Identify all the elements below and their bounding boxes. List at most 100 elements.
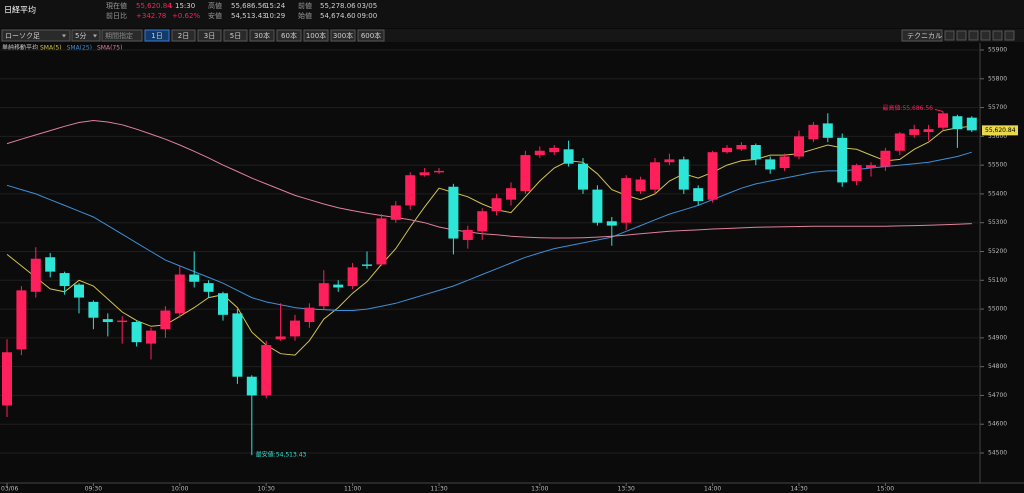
- button-text: 1日: [151, 32, 162, 40]
- button-box: [223, 29, 248, 42]
- candle-body: [866, 165, 876, 169]
- icon[interactable]: [956, 30, 967, 41]
- y-tick-label: 55100: [988, 277, 1007, 284]
- icon[interactable]: [944, 30, 955, 41]
- candle-body: [880, 150, 891, 167]
- y-tick-label: 55300: [988, 219, 1007, 226]
- x-tick-label: 15:00: [877, 486, 894, 493]
- plot-area: [0, 43, 980, 483]
- x-tick-label: 13:30: [618, 486, 635, 493]
- icon[interactable]: [992, 30, 1003, 41]
- y-tick-label: 55700: [988, 104, 1007, 111]
- button-text: テクニカル: [907, 32, 942, 40]
- x-tick-label: 11:30: [430, 486, 447, 493]
- candle-body: [160, 310, 171, 330]
- chart-type-select[interactable]: ローソク足: [1, 29, 71, 42]
- candle-body: [117, 320, 128, 323]
- button-box: [901, 29, 943, 42]
- candle-body: [779, 156, 790, 169]
- low-annotation: 最安値:54,513.43: [256, 451, 307, 459]
- axes: 54500 54600 54700 54800 54900 55000 55100 55200…: [1, 47, 1018, 493]
- candle-body: [592, 189, 603, 223]
- candle-body: [74, 284, 84, 298]
- candle-body: [808, 124, 819, 140]
- candle-body: [909, 129, 920, 135]
- period-button[interactable]: 100本: [303, 29, 329, 42]
- label: 前日比: [106, 11, 127, 20]
- interval-select[interactable]: 5分: [71, 29, 101, 42]
- period-button[interactable]: 1日: [144, 29, 170, 42]
- button-text: 100本: [306, 31, 326, 40]
- tool-icons: [944, 30, 1015, 41]
- button-box: [303, 29, 329, 42]
- candle-body: [707, 152, 718, 200]
- candle-body: [246, 376, 257, 396]
- y-tick-label: 54600: [988, 421, 1007, 428]
- y-tick-label: 54500: [988, 450, 1007, 457]
- candle-body: [822, 123, 833, 138]
- period-button[interactable]: 2日: [171, 29, 196, 42]
- candle-body: [2, 352, 12, 406]
- candle-body: [966, 117, 977, 131]
- candle-body: [837, 137, 848, 183]
- candle-body: [232, 313, 243, 377]
- icon[interactable]: [980, 30, 991, 41]
- candle-body: [664, 159, 675, 163]
- button-text: 60本: [281, 31, 297, 40]
- candle-body: [606, 221, 617, 226]
- time: 09:00: [357, 12, 377, 20]
- candle-body: [218, 293, 228, 315]
- button-text: 600本: [361, 31, 381, 40]
- period-button[interactable]: 5日: [223, 29, 248, 42]
- legend-entry: SMA(5): [40, 45, 62, 52]
- high-connector: [934, 108, 944, 112]
- candle-body: [419, 172, 430, 176]
- x-tick-label: 09:30: [85, 486, 102, 493]
- title: 日経平均: [4, 5, 36, 15]
- candle-body: [678, 159, 689, 190]
- button-text: 2日: [178, 32, 189, 40]
- value: 54,674.60: [320, 12, 356, 20]
- y-tick-label: 55900: [988, 47, 1007, 54]
- period-button[interactable]: 3日: [197, 29, 222, 42]
- candle-body: [520, 155, 531, 192]
- period-button[interactable]: 600本: [357, 29, 385, 42]
- candle-body: [16, 290, 27, 350]
- candle-body: [549, 147, 560, 153]
- label: 現在値: [106, 1, 127, 10]
- icon[interactable]: [1004, 30, 1015, 41]
- candle-body: [693, 188, 704, 202]
- x-tick-label: 14:00: [704, 486, 721, 493]
- button-text: 3日: [204, 32, 215, 40]
- candle-body: [275, 336, 286, 340]
- button-box: [171, 29, 196, 42]
- period-button[interactable]: 300本: [330, 29, 356, 42]
- y-tick-label: 55200: [988, 248, 1007, 255]
- time: 10:29: [265, 12, 285, 20]
- candle-body: [506, 188, 516, 200]
- period-button[interactable]: 60本: [276, 29, 302, 42]
- candle-body: [563, 149, 574, 164]
- candle-body: [722, 147, 732, 153]
- technical-button[interactable]: テクニカル: [901, 29, 943, 42]
- button-box: [249, 29, 275, 42]
- y-tick-label: 54800: [988, 363, 1007, 370]
- button-text: 30本: [254, 31, 270, 40]
- value: 54,513.43: [231, 12, 267, 20]
- y-tick-label: 54700: [988, 392, 1007, 399]
- button-text: 5日: [230, 32, 241, 40]
- candle-body: [462, 229, 473, 240]
- candle-body: [203, 283, 214, 292]
- range-button[interactable]: 期間指定: [101, 29, 143, 42]
- sma-line: [6, 119, 972, 239]
- period-button[interactable]: 30本: [249, 29, 275, 42]
- candle-body: [290, 320, 300, 337]
- legend-title: 単純移動平均: [2, 44, 38, 52]
- candle-body: [304, 307, 315, 323]
- candle-body: [333, 284, 344, 288]
- icon[interactable]: [968, 30, 979, 41]
- candle-body: [362, 264, 372, 266]
- candle-body: [851, 165, 862, 181]
- time: 15:30: [175, 2, 195, 10]
